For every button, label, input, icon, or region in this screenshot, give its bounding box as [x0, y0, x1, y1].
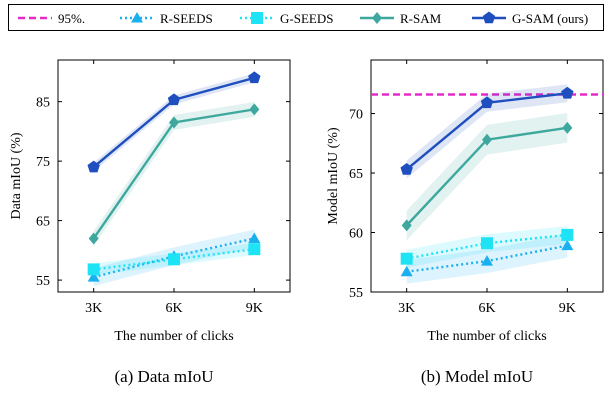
confidence-band-r-sam	[406, 112, 568, 241]
data-point-g-seeds-9k	[248, 243, 261, 256]
x-axis-label-a: The number of clicks	[114, 329, 233, 344]
series-r-sam-a	[88, 101, 260, 246]
x-tick-label-b: 3K	[398, 301, 415, 316]
y-tick-label-b: 70	[349, 108, 363, 123]
data-point-g-seeds-3k	[400, 252, 413, 265]
data-point-g-sam-ours-3k	[87, 160, 100, 173]
legend-item-r-seeds: R-SEEDS	[120, 11, 213, 26]
x-tick-label-b: 6K	[478, 301, 495, 316]
y-axis-label-b: Model mIoU (%)	[326, 127, 341, 225]
data-point-g-sam-ours-6k	[480, 96, 494, 109]
y-tick-label-b: 55	[349, 286, 363, 301]
figure-caption-a: (a) Data mIoU	[114, 367, 213, 386]
x-tick-label-b: 9K	[559, 301, 576, 316]
y-tick-label-b: 65	[349, 167, 363, 182]
data-point-r-sam-3k	[88, 232, 99, 245]
series-g-sam-ours-b	[400, 84, 574, 179]
y-axis-label-a: Data mIoU (%)	[9, 132, 24, 219]
legend-marker-r-sam	[372, 12, 382, 24]
figure-caption-b: (b) Model mIoU	[421, 367, 533, 386]
legend-marker-g-seeds	[251, 12, 263, 24]
legend-label-95: 95%.	[58, 11, 85, 26]
chart-svg-model-miou: 55 60 65 70 3K 6K 9K The number of clicks Model …	[326, 59, 604, 386]
y-tick-label-a: 75	[36, 155, 50, 170]
x-tick-label-a: 9K	[246, 301, 263, 316]
series-g-sam-ours-a	[87, 71, 261, 173]
series-r-sam-b	[401, 112, 573, 241]
legend-marker-r-seeds	[131, 12, 143, 23]
y-tick-label-a: 85	[36, 96, 50, 111]
y-tick-label-b: 60	[349, 227, 363, 242]
data-point-r-seeds-3k	[400, 265, 413, 277]
x-tick-label-a: 3K	[85, 301, 102, 316]
chart-svg-data-miou: 55 65 75 85 3K 6K 9K The number of clicks Data m…	[9, 59, 291, 386]
legend-marker-g-sam-ours	[482, 11, 496, 24]
data-point-g-seeds-6k	[168, 253, 180, 266]
legend-label-r-seeds: R-SEEDS	[160, 11, 213, 26]
data-point-r-seeds-9k	[561, 239, 574, 251]
chart-legend: 95%. R-SEEDS G-SEEDS R-SAM G-SAM (ours)	[8, 4, 604, 34]
data-point-r-sam-9k	[249, 103, 260, 116]
data-point-r-seeds-9k	[248, 232, 261, 243]
legend-item-g-seeds: G-SEEDS	[240, 11, 333, 26]
legend-label-r-sam: R-SAM	[400, 11, 442, 26]
series-g-seeds-a	[87, 243, 261, 276]
legend-svg: 95%. R-SEEDS G-SEEDS R-SAM G-SAM (ours)	[8, 4, 604, 31]
data-point-g-sam-ours-3k	[400, 162, 413, 175]
legend-label-g-sam-ours: G-SAM (ours)	[512, 11, 588, 26]
confidence-band-r-sam	[93, 101, 255, 246]
x-axis-label-b: The number of clicks	[427, 329, 546, 344]
data-point-g-seeds-3k	[87, 263, 100, 276]
data-point-r-sam-6k	[169, 116, 179, 129]
data-point-g-sam-ours-9k	[561, 86, 574, 99]
chart-panel-data-miou: 55 65 75 85 3K 6K 9K The number of clicks Data m…	[0, 40, 300, 390]
data-point-g-sam-ours-6k	[167, 93, 181, 106]
data-point-g-seeds-9k	[561, 228, 574, 241]
chart-panel-model-miou: 55 60 65 70 3K 6K 9K The number of clicks Model …	[313, 40, 613, 390]
y-tick-label-a: 65	[36, 215, 50, 230]
y-tick-label-a: 55	[36, 274, 50, 289]
legend-label-g-seeds: G-SEEDS	[280, 11, 333, 26]
data-point-r-sam-6k	[482, 133, 492, 146]
x-tick-label-a: 6K	[165, 301, 182, 316]
legend-item-95: 95%.	[18, 11, 85, 26]
data-point-g-sam-ours-9k	[248, 71, 261, 84]
data-point-g-seeds-6k	[481, 237, 493, 250]
legend-item-r-sam: R-SAM	[360, 11, 442, 26]
series-g-seeds-b	[400, 225, 574, 268]
data-point-r-seeds-6k	[481, 255, 493, 266]
data-point-r-seeds-3k	[87, 271, 100, 282]
legend-item-g-sam-ours: G-SAM (ours)	[472, 11, 588, 26]
data-point-r-sam-3k	[401, 219, 412, 232]
series-r-seeds-b	[400, 233, 574, 284]
